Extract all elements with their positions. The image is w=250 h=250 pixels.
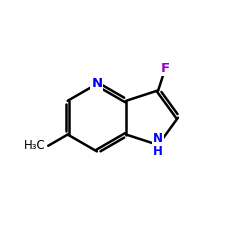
Text: N: N [91, 78, 102, 90]
Text: H₃C: H₃C [24, 139, 46, 152]
Text: N
H: N H [153, 132, 163, 158]
Text: F: F [161, 62, 170, 75]
